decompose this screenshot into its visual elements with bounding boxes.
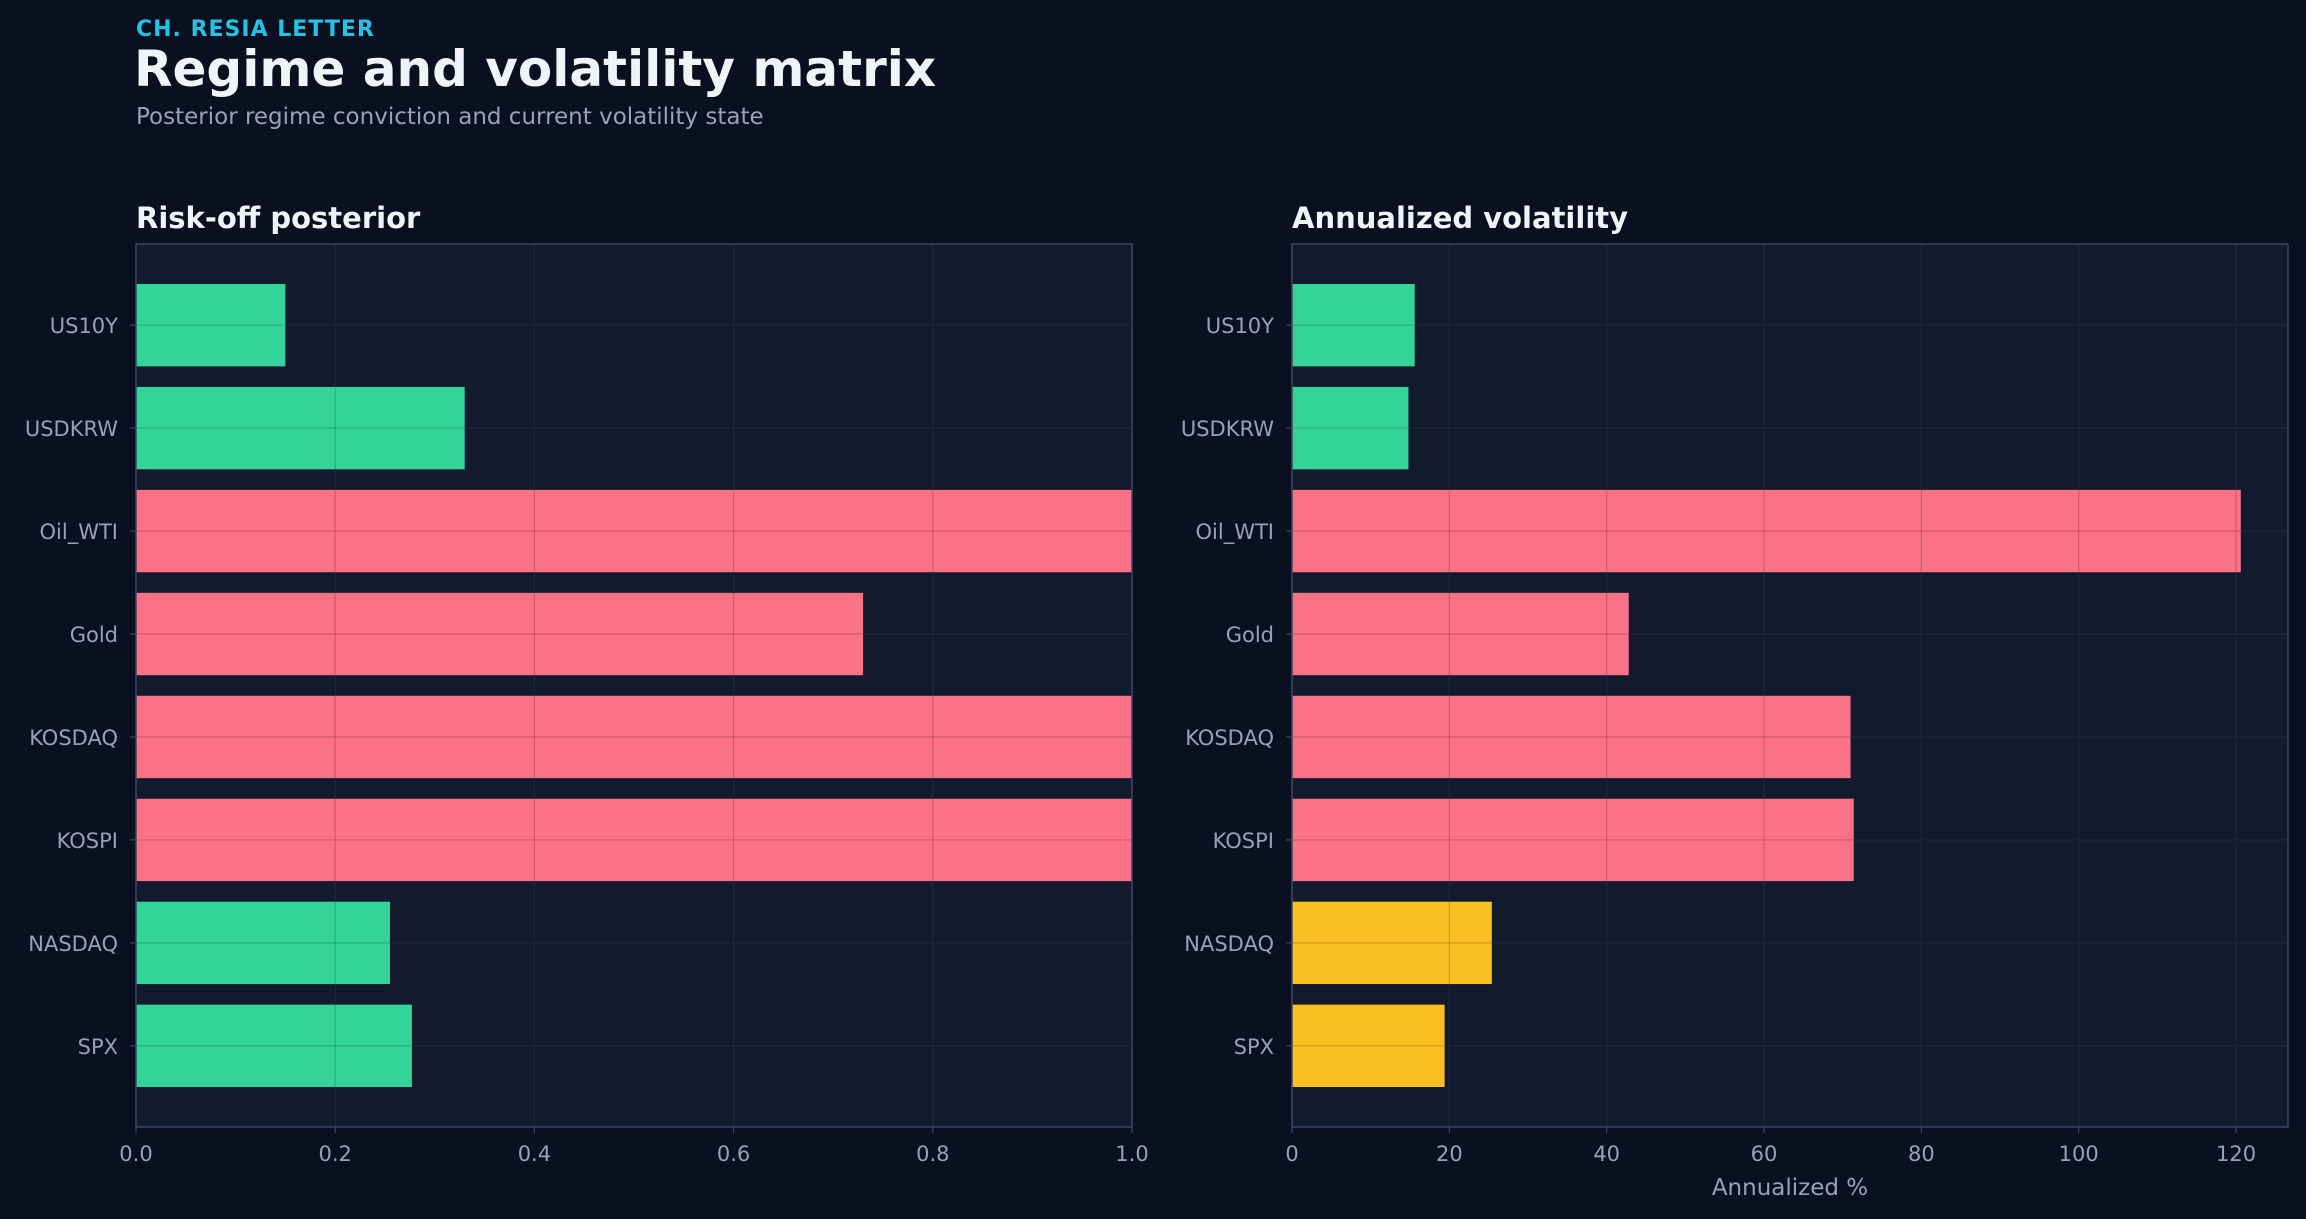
risk-off-posterior-bar-spx [136, 1004, 412, 1087]
annualized-volatility-bar-gold [1292, 592, 1629, 676]
risk-off-posterior-bar-nasdaq [136, 901, 390, 985]
annualized-volatility-bar-nasdaq [1292, 901, 1492, 985]
risk-off-posterior-y-tick-label-usdkrw: USDKRW [25, 417, 118, 441]
annualized-volatility-bar-oil-wti [1292, 489, 2241, 573]
annualized-volatility-y-tick-label-spx: SPX [1234, 1035, 1274, 1059]
risk-off-posterior-bar-kospi [136, 798, 1132, 882]
risk-off-posterior-bar-us10y [136, 284, 286, 367]
risk-off-posterior-x-tick-label-2: 0.4 [518, 1142, 551, 1166]
annualized-volatility-x-tick-label-3: 60 [1751, 1142, 1778, 1166]
annualized-volatility-x-tick-label-6: 120 [2216, 1142, 2256, 1166]
annualized-volatility-bar-kosdaq [1292, 695, 1851, 779]
page-subtitle: Posterior regime conviction and current … [136, 104, 764, 130]
chart-title-annualized-volatility: Annualized volatility [1292, 201, 1628, 235]
risk-off-posterior-bar-usdkrw [136, 386, 465, 470]
risk-off-posterior-x-tick-label-1: 0.2 [318, 1142, 351, 1166]
annualized-volatility-bar-spx [1292, 1004, 1445, 1087]
risk-off-posterior-y-tick-label-gold: Gold [70, 623, 118, 647]
x-axis-label-annualized-volatility: Annualized % [1712, 1175, 1868, 1201]
annualized-volatility-x-tick-label-1: 20 [1436, 1142, 1463, 1166]
header-kicker: CH. RESIA LETTER [136, 17, 375, 42]
risk-off-posterior-x-tick-label-0: 0.0 [119, 1142, 152, 1166]
risk-off-posterior-x-tick-label-4: 0.8 [916, 1142, 949, 1166]
annualized-volatility-x-tick-label-0: 0 [1285, 1142, 1298, 1166]
annualized-volatility-y-tick-label-nasdaq: NASDAQ [1184, 932, 1274, 956]
risk-off-posterior-bar-oil-wti [136, 489, 1132, 573]
risk-off-posterior-y-tick-label-kosdaq: KOSDAQ [29, 726, 118, 750]
annualized-volatility-x-tick-label-2: 40 [1593, 1142, 1620, 1166]
annualized-volatility-panel: Annualized volatility Annualized % US10Y… [1181, 201, 2289, 1201]
annualized-volatility-bars [1292, 284, 2241, 1087]
risk-off-posterior-y-tick-label-oil-wti: Oil_WTI [40, 520, 118, 545]
risk-off-posterior-panel: Risk-off posterior US10Y USDKRW Oil_WTI Gol… [25, 201, 1149, 1166]
risk-off-posterior-y-tick-label-nasdaq: NASDAQ [28, 932, 118, 956]
risk-off-posterior-x-tick-label-5: 1.0 [1115, 1142, 1148, 1166]
annualized-volatility-y-tick-label-us10y: US10Y [1206, 314, 1274, 338]
annualized-volatility-plot-area [1292, 244, 2288, 1127]
annualized-volatility-plot-border [1291, 243, 2289, 1128]
risk-off-posterior-bars [136, 284, 1132, 1087]
page-title: Regime and volatility matrix [134, 40, 936, 98]
annualized-volatility-x-tick-label-5: 100 [2059, 1142, 2099, 1166]
chart-title-risk-off-posterior: Risk-off posterior [136, 201, 421, 235]
risk-off-posterior-plot-border [135, 243, 1133, 1128]
risk-off-posterior-y-tick-label-spx: SPX [78, 1035, 118, 1059]
annualized-volatility-bar-us10y [1292, 284, 1415, 367]
risk-off-posterior-plot-area [136, 244, 1132, 1127]
annualized-volatility-bar-kospi [1292, 798, 1854, 882]
annualized-volatility-y-tick-label-oil-wti: Oil_WTI [1196, 520, 1274, 545]
annualized-volatility-y-tick-label-gold: Gold [1226, 623, 1274, 647]
risk-off-posterior-bar-gold [136, 592, 864, 676]
annualized-volatility-x-tick-label-4: 80 [1908, 1142, 1935, 1166]
risk-off-posterior-y-tick-label-kospi: KOSPI [57, 829, 118, 853]
annualized-volatility-y-tick-label-usdkrw: USDKRW [1181, 417, 1274, 441]
annualized-volatility-y-tick-label-kosdaq: KOSDAQ [1185, 726, 1274, 750]
annualized-volatility-bar-usdkrw [1292, 386, 1409, 470]
risk-off-posterior-y-tick-label-us10y: US10Y [50, 314, 118, 338]
risk-off-posterior-x-tick-label-3: 0.6 [717, 1142, 750, 1166]
risk-off-posterior-bar-kosdaq [136, 695, 1132, 779]
annualized-volatility-y-tick-label-kospi: KOSPI [1213, 829, 1274, 853]
